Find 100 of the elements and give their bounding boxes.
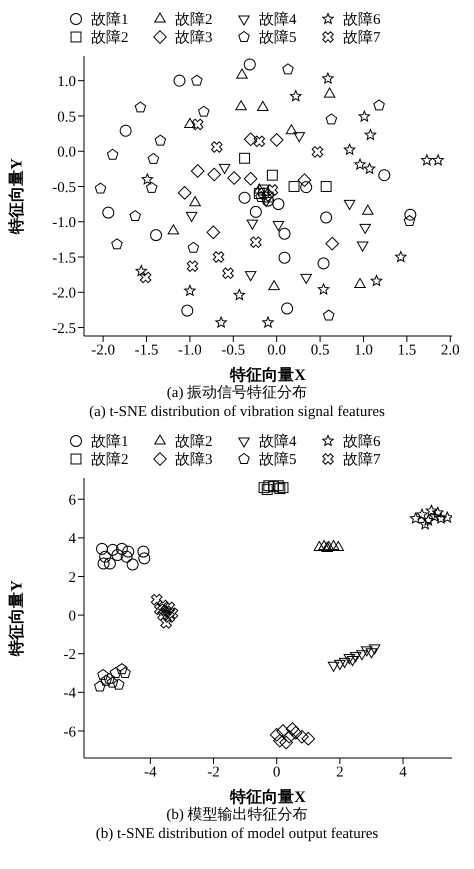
point [142,173,154,184]
y-tick-label: -1.0 [52,215,76,232]
point [94,680,106,692]
x-axis-title: 特征向量X [229,366,306,384]
point [344,144,356,155]
point [272,480,284,492]
x-axis-title: 特征向量X [229,788,306,806]
x-tick-label: -0.5 [221,342,246,359]
point [364,162,376,174]
point [222,267,234,279]
point [96,542,108,555]
point [160,617,172,629]
y-tick-label: 4 [68,531,76,548]
point [99,550,112,563]
legend-label: 故障1 [91,432,128,450]
point [314,540,326,552]
point [254,136,266,148]
point [354,158,366,170]
point [238,192,251,204]
point [148,152,160,164]
y-tick-label: -2 [64,647,76,664]
point [94,182,106,194]
point [354,278,366,288]
point [254,183,266,194]
legend-label: 故障6 [343,10,380,28]
point [301,732,316,746]
point [421,154,433,166]
point [138,552,150,564]
point [160,605,172,617]
point [136,265,148,276]
point [278,228,290,240]
point [295,730,309,744]
point [373,99,385,110]
legend-label: 故障2 [91,28,128,46]
point [362,204,374,215]
point [134,101,146,112]
point [312,146,324,158]
point [268,280,280,290]
x-tick-label: -1.5 [134,342,158,359]
y-tick-label: 0 [68,608,76,624]
point [422,514,434,526]
point [300,181,312,194]
point [368,644,380,654]
point [178,186,192,200]
y-tick-label: -2.5 [52,320,76,337]
point [364,128,376,140]
point [215,316,227,328]
point [235,100,247,110]
point [410,512,422,524]
point [322,72,334,84]
point [272,198,284,210]
point [395,251,407,262]
point [286,124,298,134]
point [129,210,141,222]
point [244,58,256,70]
point [186,260,198,272]
point [404,208,416,221]
point [360,646,372,656]
legend-label: 故障1 [91,10,128,28]
legend-label: 故障4 [259,10,296,28]
point [258,482,270,494]
point [338,658,350,668]
point [334,660,346,670]
x-tick-label: -2 [207,764,220,781]
point [244,132,258,146]
point [192,118,204,130]
point [318,283,330,294]
point [318,540,330,550]
point [234,289,246,300]
point [106,544,119,556]
x-tick-label: 0 [272,764,280,781]
point [227,171,241,185]
point [111,238,123,250]
point [168,224,180,234]
point [404,215,416,226]
x-tick-label: 2.0 [440,342,460,359]
point [328,662,340,672]
text: (b) t-SNE distribution of model output features [94,825,380,844]
x-tick-label: -2.0 [91,342,115,359]
x-tick-label: 2 [336,764,344,781]
legend-label: 故障5 [259,28,296,46]
point [288,726,302,740]
point [320,181,332,192]
point [116,542,128,555]
point [181,304,194,317]
point [157,609,169,621]
point [323,310,334,320]
point [288,181,300,192]
point [137,546,150,558]
point [146,182,158,193]
point [432,154,444,166]
point [164,611,176,623]
point [154,604,166,616]
y-tick-label: -2.0 [52,286,76,302]
point [282,730,296,744]
point [278,252,290,264]
point [150,594,162,606]
y-tick-label: 2 [68,570,76,586]
point [104,558,116,570]
point [206,225,220,240]
